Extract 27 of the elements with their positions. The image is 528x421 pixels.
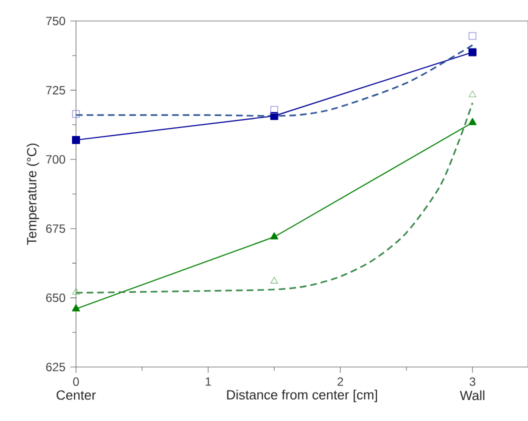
point <box>72 288 80 295</box>
y-axis-title: Temperature (°C) <box>26 144 40 245</box>
point <box>468 48 476 56</box>
text: Wall <box>460 390 484 400</box>
y-tick-label: 750 <box>46 16 66 26</box>
point <box>468 118 476 126</box>
point <box>270 106 278 114</box>
y-tick-label: 625 <box>46 362 66 372</box>
x-tick-label: 1 <box>206 377 211 386</box>
x-tick-label: 0 <box>73 377 79 386</box>
point <box>270 276 278 284</box>
point <box>270 112 278 120</box>
x-tick-label: 3 <box>470 377 476 386</box>
x-axis-title: Distance from center [cm] <box>227 390 377 402</box>
point <box>468 90 476 98</box>
x-tick-label: 2 <box>338 377 344 386</box>
point <box>468 32 476 40</box>
point <box>72 110 80 118</box>
y-tick-label: 650 <box>46 294 66 302</box>
text: Center <box>56 390 96 400</box>
point <box>270 232 278 240</box>
y-tick-label: 700 <box>46 155 66 164</box>
y-tick-label: 675 <box>46 224 66 233</box>
line-series <box>75 102 474 294</box>
point <box>72 136 80 144</box>
point <box>72 304 80 312</box>
y-tick-label: 725 <box>46 86 66 94</box>
